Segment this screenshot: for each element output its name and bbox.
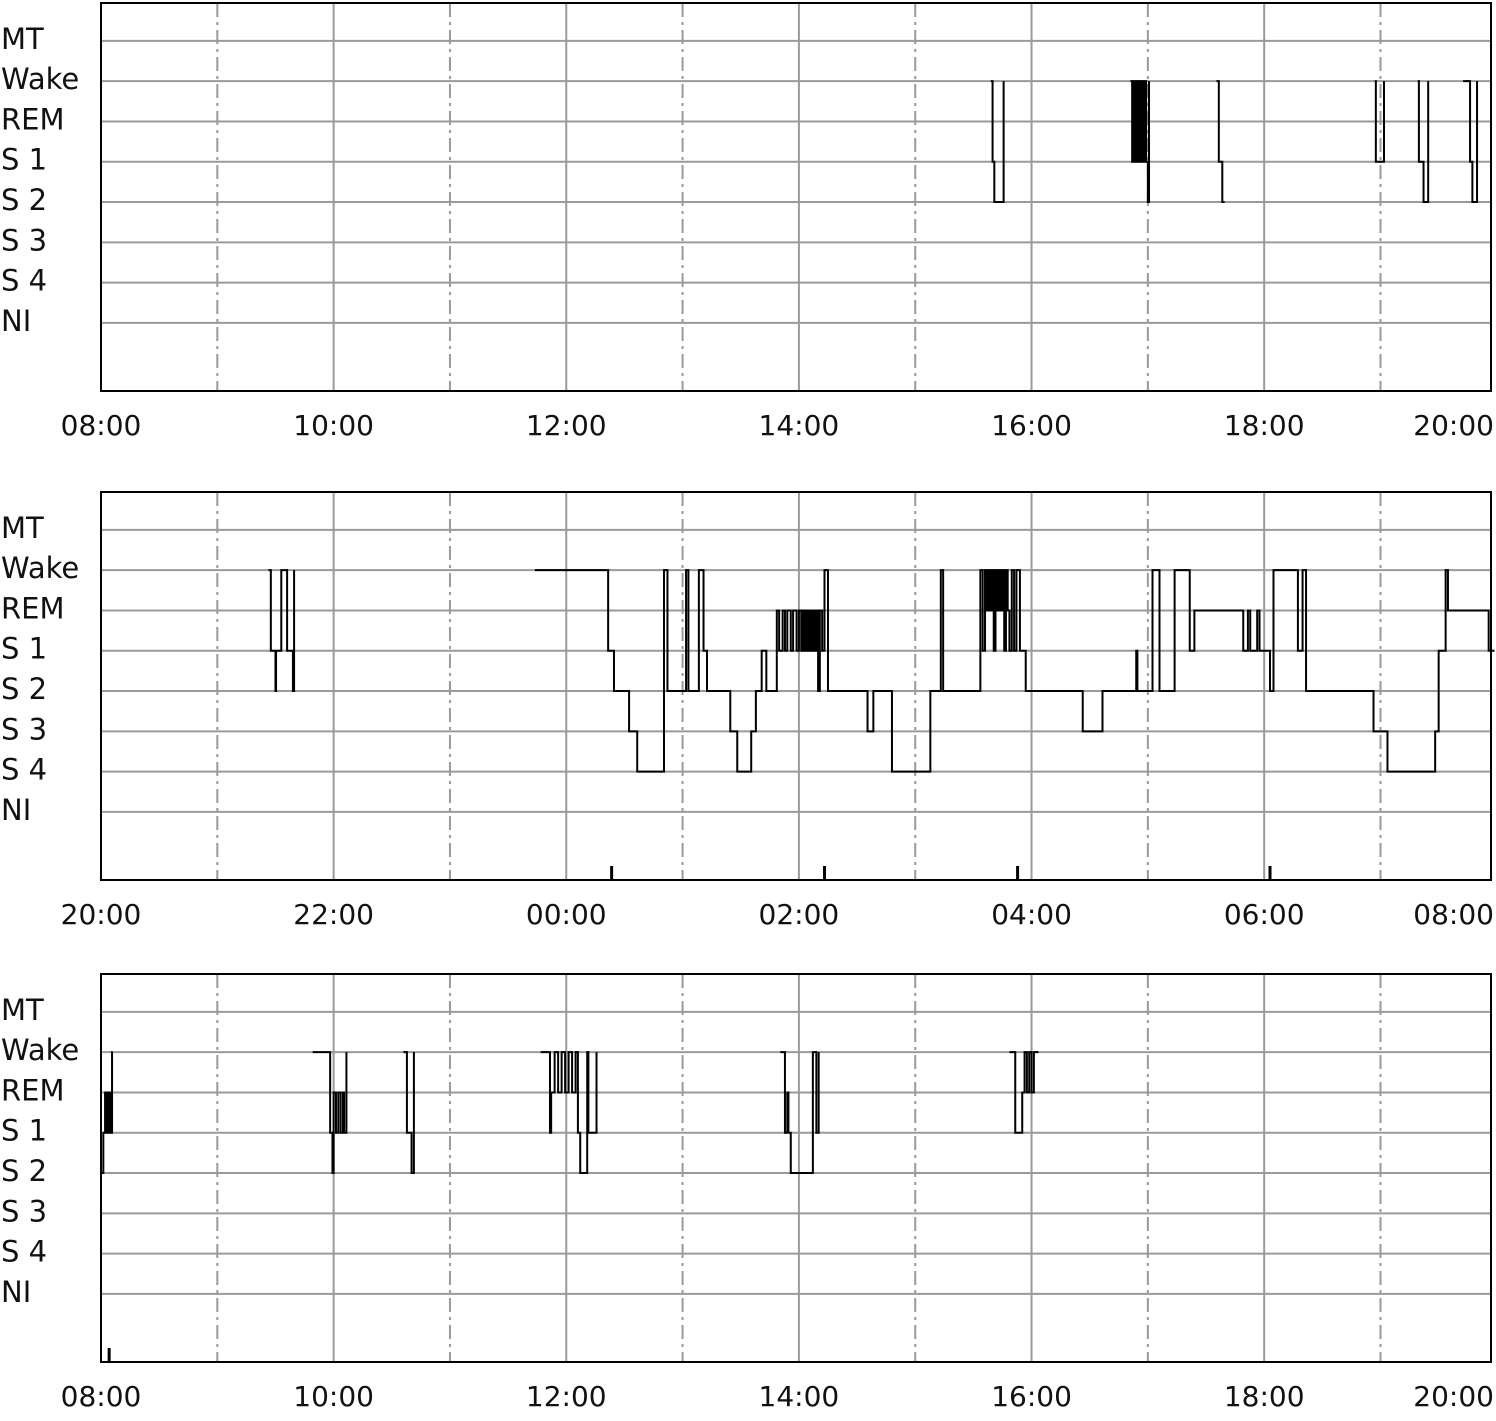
x-tick-label: 16:00	[991, 409, 1072, 442]
y-tick-label: NI	[1, 304, 31, 338]
y-tick-label: REM	[1, 102, 65, 136]
y-tick-label: NI	[1, 793, 31, 827]
y-tick-label: S 2	[1, 1154, 47, 1188]
plot-frame	[100, 491, 1492, 881]
plot-frame	[100, 973, 1492, 1363]
x-tick-label: 16:00	[991, 1380, 1072, 1413]
x-tick-label: 10:00	[293, 1380, 374, 1413]
plot-frame	[100, 2, 1492, 392]
x-tick-label: 12:00	[526, 1380, 607, 1413]
hypnogram-line	[268, 569, 1495, 773]
y-tick-label: NI	[1, 1275, 31, 1309]
y-tick-label: S 2	[1, 183, 47, 217]
x-tick-label: 00:00	[526, 898, 607, 931]
y-tick-label: REM	[1, 1073, 65, 1107]
y-tick-label: Wake	[1, 551, 79, 585]
hypnogram-line	[101, 1051, 1039, 1175]
y-tick-label: S 4	[1, 1235, 47, 1269]
y-tick-label: REM	[1, 591, 65, 625]
y-tick-label: S 3	[1, 712, 47, 746]
x-tick-label: 22:00	[293, 898, 374, 931]
y-tick-label: S 1	[1, 143, 47, 177]
y-tick-label: S 4	[1, 264, 47, 298]
x-tick-label: 18:00	[1224, 409, 1305, 442]
x-tick-label: 20:00	[61, 898, 142, 931]
x-tick-label: 20:00	[1413, 1380, 1494, 1413]
y-tick-label: Wake	[1, 62, 79, 96]
y-tick-label: S 3	[1, 223, 47, 257]
x-tick-label: 14:00	[759, 1380, 840, 1413]
y-tick-label: MT	[1, 993, 44, 1027]
y-tick-label: S 1	[1, 632, 47, 666]
x-tick-label: 18:00	[1224, 1380, 1305, 1413]
x-tick-label: 08:00	[1413, 898, 1494, 931]
y-tick-label: MT	[1, 22, 44, 56]
x-tick-label: 04:00	[991, 898, 1072, 931]
x-tick-label: 02:00	[759, 898, 840, 931]
x-tick-label: 06:00	[1224, 898, 1305, 931]
y-tick-label: S 3	[1, 1194, 47, 1228]
x-tick-label: 12:00	[526, 409, 607, 442]
x-tick-label: 10:00	[293, 409, 374, 442]
y-tick-label: Wake	[1, 1033, 79, 1067]
y-tick-label: S 4	[1, 753, 47, 787]
x-tick-label: 08:00	[61, 1380, 142, 1413]
y-tick-label: S 1	[1, 1114, 47, 1148]
y-tick-label: S 2	[1, 672, 47, 706]
x-tick-label: 08:00	[61, 409, 142, 442]
x-tick-label: 14:00	[759, 409, 840, 442]
y-tick-label: MT	[1, 511, 44, 545]
x-tick-label: 20:00	[1413, 409, 1494, 442]
hypnogram-line	[990, 80, 1479, 204]
